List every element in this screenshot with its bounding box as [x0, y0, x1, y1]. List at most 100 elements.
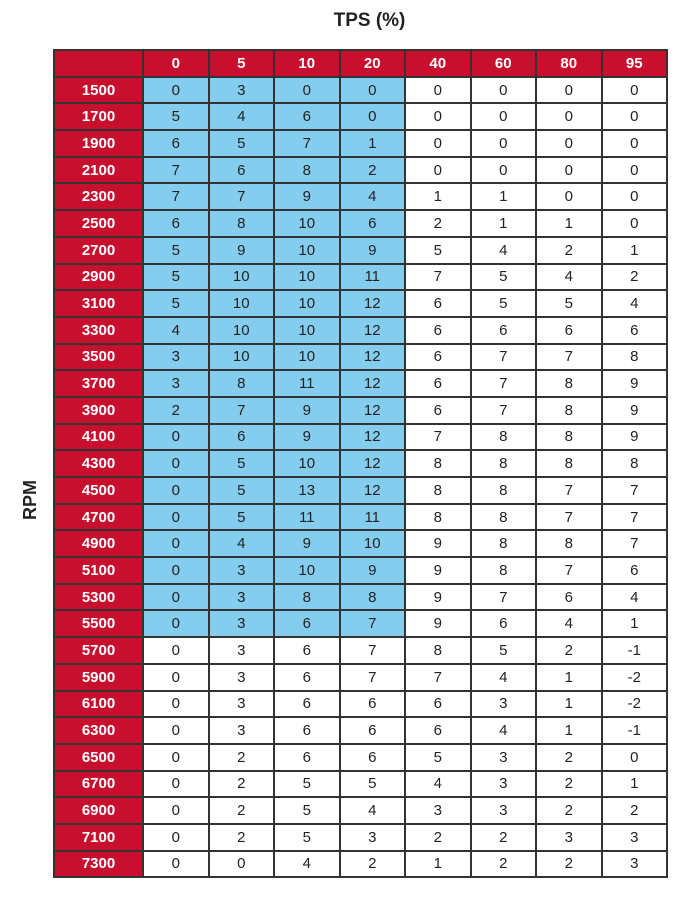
table-cell: 5: [404, 742, 472, 772]
table-row: 2100 7 6 8 2 0 0 0 0: [53, 155, 668, 185]
table-cell: 3: [142, 342, 210, 372]
table-cell: 2: [338, 155, 406, 185]
table-cell: 6: [338, 742, 406, 772]
table-cell: 12: [338, 395, 406, 425]
table-row: 6300 0 3 6 6 6 4 1 -1: [53, 716, 668, 745]
row-header-7100: 7100: [53, 822, 144, 852]
table-cell: 0: [142, 529, 210, 559]
table-cell: 11: [338, 502, 406, 532]
table-cell: 1: [535, 209, 603, 238]
row-header-7300: 7300: [53, 849, 144, 879]
table-cell: 6: [338, 716, 406, 745]
table-cell: 2: [469, 822, 537, 852]
table-cell: 6: [273, 662, 341, 692]
table-cell: 0: [142, 769, 210, 799]
table-cell: 0: [142, 556, 210, 585]
table-cell: 7: [207, 395, 275, 425]
table-row: 2900 5 10 10 11 7 5 4 2: [53, 262, 668, 292]
table-cell: 9: [273, 529, 341, 559]
table-cell: 3: [207, 636, 275, 665]
row-header-5300: 5300: [53, 582, 144, 612]
table-cell: 6: [469, 315, 537, 345]
table-cell: 12: [338, 289, 406, 318]
table-cell: 2: [338, 849, 406, 879]
table-cell: 7: [535, 502, 603, 532]
table-cell: 6: [600, 556, 668, 585]
table-cell: 6: [142, 129, 210, 158]
row-header-2900: 2900: [53, 262, 144, 292]
row-header-6900: 6900: [53, 796, 144, 825]
table-cell: 10: [273, 315, 341, 345]
table-cell: 9: [404, 582, 472, 612]
table-row: 2500 6 8 10 6 2 1 1 0: [53, 209, 668, 238]
table-row: 4700 0 5 11 11 8 8 7 7: [53, 502, 668, 532]
row-header-1500: 1500: [53, 75, 144, 105]
table-cell: 0: [469, 155, 537, 185]
table-cell: 0: [142, 422, 210, 452]
table-cell: 0: [404, 129, 472, 158]
row-header-3100: 3100: [53, 289, 144, 318]
table-cell: 5: [142, 289, 210, 318]
table-cell: 8: [535, 449, 603, 478]
corner-cell: [53, 49, 144, 78]
table-cell: 7: [338, 662, 406, 692]
table-cell: -2: [600, 662, 668, 692]
column-header-10: 10: [273, 49, 341, 78]
table-cell: 11: [273, 369, 341, 398]
table-cell: 0: [600, 102, 668, 132]
table-cell: 7: [535, 476, 603, 505]
column-header-0: 0: [142, 49, 210, 78]
table-cell: 10: [273, 342, 341, 372]
table-cell: 2: [600, 262, 668, 292]
table-cell: 12: [338, 369, 406, 398]
table-row: 4100 0 6 9 12 7 8 8 9: [53, 422, 668, 452]
table-row: 6900 0 2 5 4 3 3 2 2: [53, 796, 668, 825]
table-cell: 6: [273, 742, 341, 772]
table-cell: 6: [404, 342, 472, 372]
row-header-2500: 2500: [53, 209, 144, 238]
table-cell: 2: [600, 796, 668, 825]
table-cell: 0: [142, 662, 210, 692]
table-cell: 6: [535, 315, 603, 345]
table-cell: 7: [338, 609, 406, 639]
column-header-60: 60: [469, 49, 537, 78]
table-cell: -2: [600, 689, 668, 719]
row-header-4300: 4300: [53, 449, 144, 478]
table-cell: 3: [142, 369, 210, 398]
table-row: 5900 0 3 6 7 7 4 1 -2: [53, 662, 668, 692]
table-cell: 0: [338, 102, 406, 132]
table-cell: 6: [535, 582, 603, 612]
table-cell: 1: [404, 849, 472, 879]
row-header-5500: 5500: [53, 609, 144, 639]
table-cell: 6: [338, 689, 406, 719]
table-cell: 8: [273, 582, 341, 612]
table-cell: 10: [273, 209, 341, 238]
table-cell: 0: [142, 582, 210, 612]
table-cell: 10: [273, 289, 341, 318]
table-cell: 0: [600, 75, 668, 105]
table-cell: 2: [535, 636, 603, 665]
row-header-4900: 4900: [53, 529, 144, 559]
tps-rpm-table: 0 5 10 20 40 60 80 95 1500 0 3 0 0 0 0 0 0 1700 5 4 6 0 0 0 0 0 19…: [53, 49, 668, 879]
table-cell: 7: [600, 529, 668, 559]
table-cell: 0: [469, 129, 537, 158]
table-cell: 10: [273, 556, 341, 585]
table-row: 3300 4 10 10 12 6 6 6 6: [53, 315, 668, 345]
table-cell: 3: [207, 75, 275, 105]
table-row: 3700 3 8 11 12 6 7 8 9: [53, 369, 668, 398]
table-cell: 5: [338, 769, 406, 799]
table-cell: 5: [142, 102, 210, 132]
table-row: 5700 0 3 6 7 8 5 2 -1: [53, 636, 668, 665]
table-cell: 1: [535, 689, 603, 719]
table-cell: 0: [142, 796, 210, 825]
table-cell: 4: [600, 582, 668, 612]
table-cell: 0: [535, 155, 603, 185]
column-header-5: 5: [207, 49, 275, 78]
table-cell: 13: [273, 476, 341, 505]
table-cell: 10: [207, 289, 275, 318]
table-cell: 2: [207, 742, 275, 772]
table-row: 7300 0 0 4 2 1 2 2 3: [53, 849, 668, 879]
table-cell: 8: [404, 502, 472, 532]
table-cell: 0: [600, 209, 668, 238]
table-cell: 4: [404, 769, 472, 799]
